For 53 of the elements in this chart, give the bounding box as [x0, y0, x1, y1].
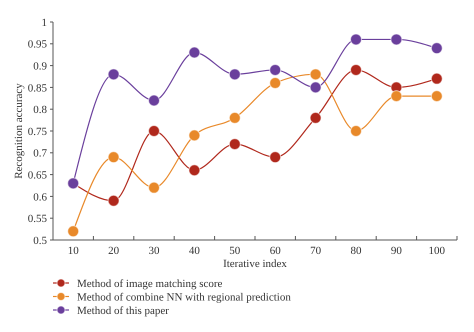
y-tick-label: 0.85	[28, 82, 48, 94]
point	[228, 138, 241, 150]
point	[228, 112, 241, 124]
point	[350, 125, 362, 137]
y-tick-label: 0.55	[28, 213, 48, 226]
point	[310, 112, 322, 124]
y-tick-label: 0.8	[33, 104, 48, 116]
legend-label: Method of image matching score	[77, 278, 223, 290]
point	[269, 64, 282, 76]
legend-label: Method of this paper	[77, 304, 170, 317]
x-tick-label: 20	[108, 245, 120, 257]
y-tick-label: 0.6	[33, 191, 48, 204]
point	[148, 182, 160, 194]
point	[430, 72, 443, 85]
point	[430, 90, 443, 102]
x-tick-label: 80	[350, 245, 362, 257]
y-tick-label: 0.65	[28, 169, 48, 182]
x-tick-label: 90	[390, 245, 402, 257]
point	[67, 225, 80, 238]
x-tick-label: 100	[428, 245, 446, 257]
point	[269, 151, 282, 164]
point	[108, 68, 120, 80]
point	[108, 151, 120, 164]
point	[350, 64, 362, 76]
point	[188, 164, 200, 176]
legend-label: Method of combine NN with regional prediction	[77, 291, 292, 304]
point	[148, 125, 160, 137]
point	[188, 129, 200, 142]
y-tick-label: 0.75	[28, 126, 48, 138]
x-tick-label: 60	[270, 245, 282, 257]
y-tick-label: 0.5	[33, 234, 48, 247]
point	[269, 77, 282, 90]
y-axis-title: Recognition accuracy	[13, 82, 25, 179]
x-tick-label: 70	[310, 245, 322, 257]
x-axis-title: Iterative index	[223, 258, 288, 270]
point	[310, 81, 322, 94]
point	[148, 94, 160, 106]
y-tick-label: 0.7	[33, 148, 48, 160]
y-tick-label: 1	[42, 16, 47, 29]
x-tick-label: 40	[188, 245, 200, 257]
x-tick-label: 10	[68, 245, 80, 257]
point	[108, 194, 120, 207]
point	[310, 68, 322, 80]
point	[390, 90, 402, 102]
x-tick-label: 50	[229, 245, 241, 257]
point	[350, 33, 362, 46]
point	[390, 33, 402, 46]
point	[228, 68, 241, 80]
point	[430, 42, 443, 54]
y-tick-label: 0.9	[33, 60, 48, 72]
y-tick-label: 0.95	[28, 38, 48, 51]
x-tick-label: 30	[148, 245, 160, 257]
point	[188, 46, 200, 59]
